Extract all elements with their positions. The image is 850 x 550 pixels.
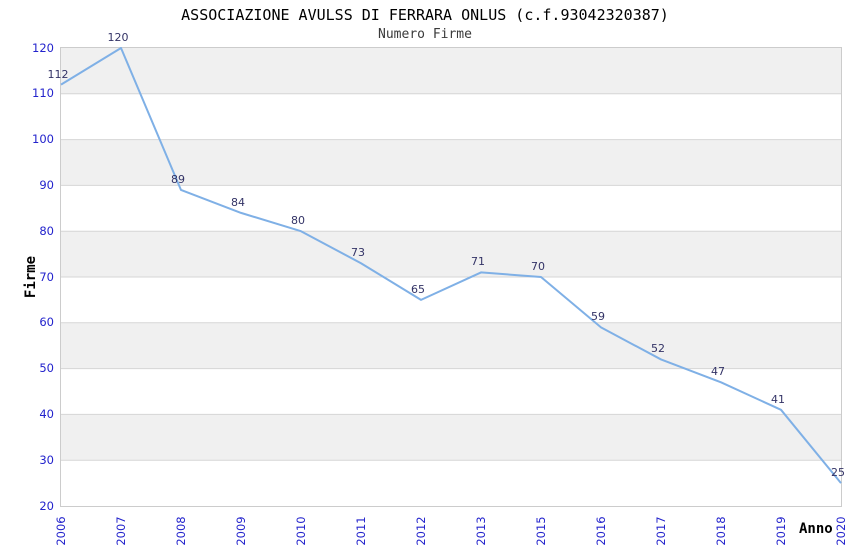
series-line (60, 47, 842, 484)
x-tick-label: 2007 (114, 516, 128, 546)
point-label: 89 (171, 172, 185, 186)
y-tick-label: 40 (39, 406, 54, 421)
y-tick-label: 20 (39, 498, 54, 513)
point-label: 52 (651, 342, 665, 356)
point-label: 59 (591, 310, 605, 324)
y-tick-label: 30 (39, 452, 54, 467)
point-label: 65 (411, 282, 425, 296)
y-tick-label: 100 (32, 132, 54, 147)
x-axis-title: Anno (799, 521, 833, 537)
y-tick-label: 120 (32, 40, 54, 55)
x-tick-label: 2013 (474, 516, 488, 546)
point-label: 112 (47, 67, 69, 81)
point-label: 120 (107, 31, 129, 44)
y-tick-label: 90 (39, 177, 54, 192)
x-tick-label: 2008 (174, 516, 188, 546)
y-tick-label: 70 (39, 269, 54, 284)
x-tick-label: 2020 (834, 516, 848, 546)
x-tick-label: 2017 (654, 516, 668, 546)
chart-subtitle: Numero Firme (378, 27, 472, 42)
point-label: 84 (231, 195, 245, 209)
x-tick-label: 2006 (54, 516, 68, 546)
x-tick-label: 2019 (774, 516, 788, 546)
x-tick-label: 2010 (294, 516, 308, 546)
y-tick-label: 60 (39, 315, 54, 330)
y-tick-label: 110 (32, 86, 54, 101)
point-label: 73 (351, 246, 365, 260)
x-tick-label: 2012 (414, 516, 428, 546)
y-tick-label: 80 (39, 223, 54, 238)
x-tick-label: 2011 (354, 516, 368, 546)
x-tick-label: 2015 (534, 516, 548, 546)
y-tick-label: 50 (39, 361, 54, 376)
point-label: 71 (471, 255, 485, 269)
series-svg (60, 47, 842, 484)
point-label: 41 (771, 392, 785, 406)
point-label: 70 (531, 260, 545, 273)
point-label: 47 (711, 365, 725, 379)
plot-area: 112 120 89 84 80 73 65 71 70 59 52 47 41 25 (48, 31, 845, 507)
chart-title: ASSOCIAZIONE AVULSS DI FERRARA ONLUS (c.… (181, 6, 669, 24)
point-label: 80 (291, 214, 305, 228)
x-tick-label: 2009 (234, 516, 248, 546)
x-tick-label: 2016 (594, 516, 608, 546)
x-tick-label: 2018 (714, 516, 728, 546)
point-label: 25 (831, 466, 845, 480)
